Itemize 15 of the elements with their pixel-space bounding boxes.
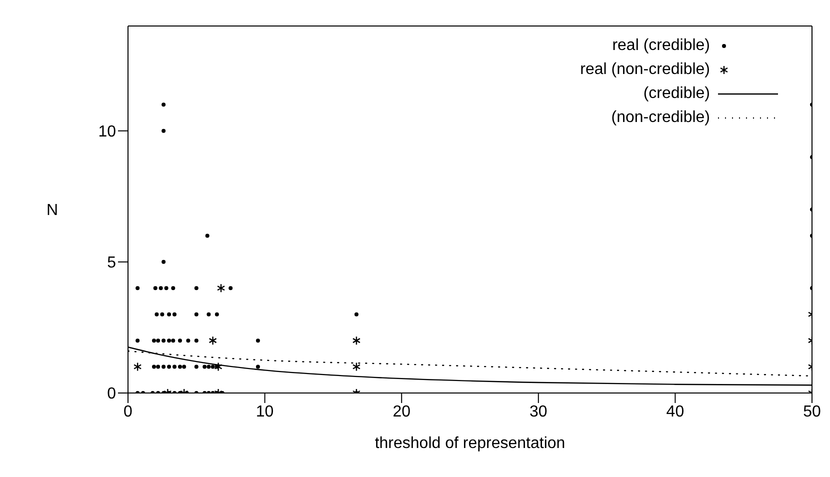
y-tick-label: 10 xyxy=(98,124,116,141)
legend-label: real (non-credible) xyxy=(580,61,710,79)
y-tick-label: 0 xyxy=(107,386,116,403)
x-tick-label: 20 xyxy=(392,403,411,420)
x-tick-label: 30 xyxy=(530,403,548,420)
x-axis-title: threshold of representation xyxy=(374,435,566,452)
legend-label: real (credible) xyxy=(612,37,710,55)
x-tick-label: 10 xyxy=(256,403,274,420)
y-axis-title: N xyxy=(46,202,58,220)
legend-label: (non-credible) xyxy=(611,109,710,127)
x-tick-label: 0 xyxy=(124,403,133,420)
x-tick-label: 40 xyxy=(666,403,684,420)
y-tick-label: 5 xyxy=(107,254,116,272)
x-tick-label: 50 xyxy=(803,403,821,420)
legend-label: (credible) xyxy=(643,85,710,103)
